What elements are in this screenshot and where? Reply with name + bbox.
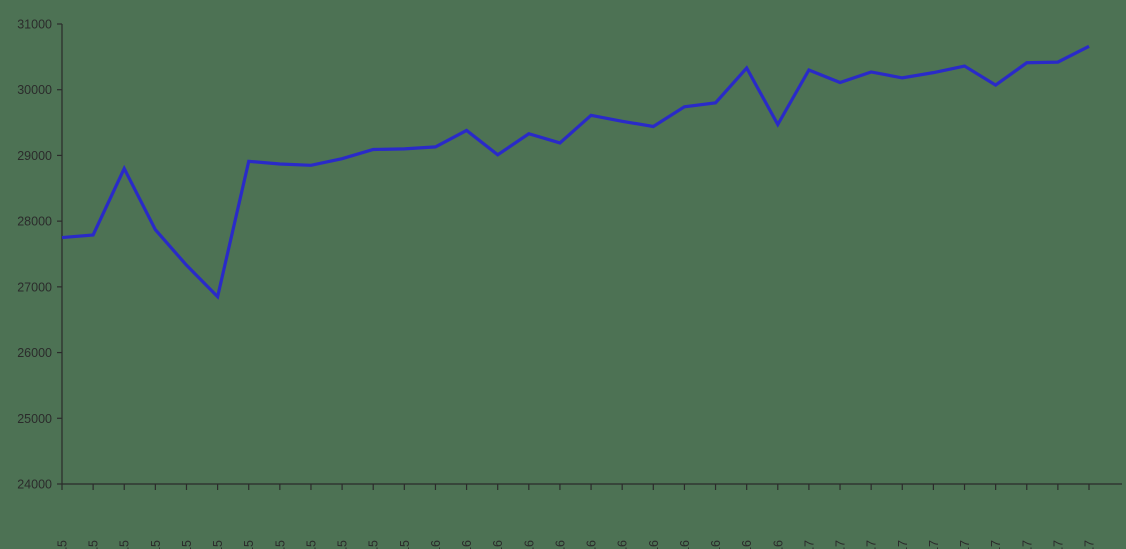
- x-axis-tick-label: sep-'16: [678, 540, 692, 549]
- x-axis-tick-label: aug-'16: [647, 540, 661, 549]
- x-axis-tick-label: mar-'17: [865, 540, 879, 549]
- x-axis-tick-label: sep-'17: [1051, 540, 1065, 549]
- x-axis-tick-label: jan-'15: [56, 540, 70, 549]
- series-line-0: [61, 44, 1090, 300]
- x-axis-tick-label: maj-'17: [927, 540, 941, 549]
- y-axis: 24000 25000 26000 27000 28000 29000 30000 31000: [17, 18, 63, 492]
- x-axis-tick-label: jun-'16: [585, 540, 599, 549]
- x-axis-tick-label: nov-'16: [740, 540, 754, 549]
- y-axis-tick-label: 28000: [17, 215, 52, 229]
- x-axis-tick-label: mar-'16: [491, 540, 505, 549]
- y-axis-tick-label: 29000: [17, 149, 52, 163]
- x-axis-tick-label: feb-'15: [87, 540, 101, 549]
- y-axis-tick-label: 26000: [17, 346, 52, 360]
- x-axis-tick-label: sep-'15: [304, 540, 318, 549]
- y-axis-tick-label: 31000: [17, 18, 52, 32]
- x-axis-tick-label: dec-'16: [771, 540, 785, 549]
- x-axis-tick-label: okt-'17: [1083, 540, 1097, 549]
- x-axis-tick-label: feb-'17: [834, 540, 848, 549]
- y-axis-tick-label: 25000: [17, 412, 52, 426]
- x-axis-tick-label: maj-'16: [553, 540, 567, 549]
- x-axis-tick-label: jul-'15: [242, 540, 256, 549]
- x-axis-tick-label: nov-'15: [367, 540, 381, 549]
- x-axis-tick-label: dec-'15: [398, 540, 412, 549]
- x-axis-tick-label: jul-'17: [989, 540, 1003, 549]
- x-axis-tick-label: okt-'16: [709, 540, 723, 549]
- x-axis-tick-label: apr-'16: [522, 540, 536, 549]
- x-axis-tick-label: aug-'17: [1020, 540, 1034, 549]
- y-axis-tick-label: 27000: [17, 280, 52, 294]
- y-axis-tick-label: 24000: [17, 478, 52, 492]
- y-axis-tick-label: 30000: [17, 83, 52, 97]
- x-axis-tick-label: jun-'17: [958, 540, 972, 549]
- series-group: [61, 44, 1090, 300]
- x-axis-tick-label: jan-'17: [802, 540, 816, 549]
- x-axis-tick-label: aug-'15: [273, 540, 287, 549]
- x-axis-tick-label: okt-'15: [336, 540, 350, 549]
- x-axis-tick-label: apr-'15: [149, 540, 163, 549]
- x-axis-tick-label: jan-'16: [429, 540, 443, 549]
- x-axis-tick-label: apr-'17: [896, 540, 910, 549]
- x-axis-tick-label: mar-'15: [118, 540, 132, 549]
- x-axis-tick-label: feb-'16: [460, 540, 474, 549]
- x-axis-tick-label: jul-'16: [616, 540, 630, 549]
- x-axis-tick-label: jun-'15: [211, 540, 225, 549]
- x-axis-tick-label: maj-'15: [180, 540, 194, 549]
- x-axis: jan-'15 feb-'15 mar-'15 apr-'15 maj-'15 jun-'…: [56, 483, 1122, 549]
